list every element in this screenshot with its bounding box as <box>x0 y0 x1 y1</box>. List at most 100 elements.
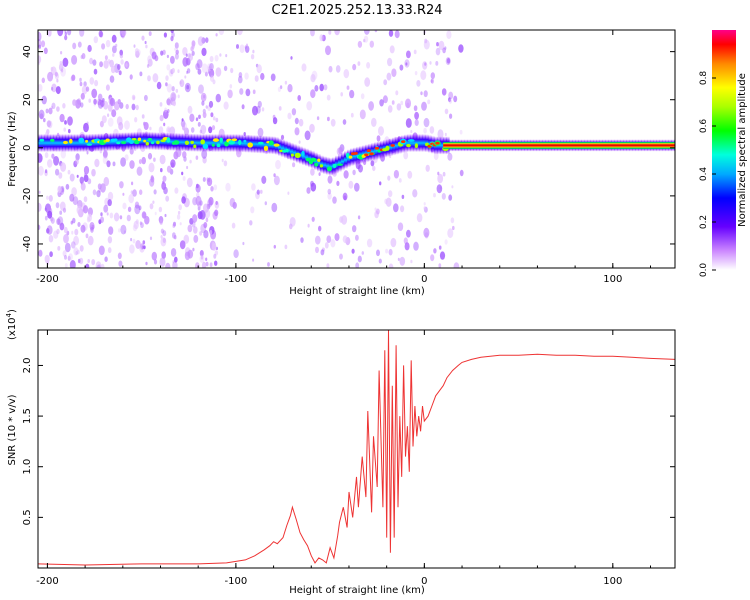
spectrogram-noise-blob <box>87 207 93 216</box>
spectrogram-band-segment <box>338 154 342 172</box>
spectrogram-noise-blob <box>323 84 328 91</box>
spectrogram-band-segment <box>188 133 192 152</box>
spectrogram-band-segment <box>257 135 261 154</box>
spectrogram-noise-blob <box>214 201 220 209</box>
spectrogram-noise-blob <box>191 221 196 228</box>
spectrogram-noise-blob <box>448 91 454 100</box>
spectrogram-noise-blob <box>239 44 245 53</box>
spectrogram-noise-blob <box>120 59 124 65</box>
spectrogram-y-tick-label: 40 <box>22 45 33 58</box>
spectrogram-band-segment <box>92 133 96 152</box>
spectrogram-y-tick-label: -20 <box>22 188 33 204</box>
spectrogram-noise-blob <box>298 118 304 127</box>
spectrogram-noise-blob <box>174 42 179 49</box>
spectrogram-noise-blob <box>80 224 86 233</box>
spectrogram-noise-blob <box>202 111 207 119</box>
spectrogram-noise-blob <box>164 107 168 113</box>
spectrogram-core-blob <box>414 143 419 149</box>
spectrogram-noise-blob <box>208 196 214 206</box>
spectrogram-noise-blob <box>241 104 245 110</box>
spectrogram-noise-blob <box>41 95 47 105</box>
spectrogram-noise-blob <box>112 53 115 57</box>
spectrogram-noise-blob <box>423 206 427 211</box>
spectrogram-noise-blob <box>170 162 175 168</box>
spectrogram-noise-blob <box>442 171 446 177</box>
spectrogram-noise-blob <box>38 224 41 230</box>
spectrogram-noise-blob <box>287 191 290 195</box>
spectrogram-noise-blob <box>46 195 49 200</box>
spectrogram-band-segment <box>284 140 288 159</box>
spectrogram-noise-blob <box>214 260 218 266</box>
spectrogram-noise-blob <box>101 43 106 50</box>
spectrogram-noise-blob <box>38 61 41 66</box>
spectrogram-noise-blob <box>112 45 117 54</box>
spectrogram-noise-blob <box>197 122 201 127</box>
spectrogram-noise-blob <box>424 62 427 66</box>
spectrogram-y-axis-label: Frequency (Hz) <box>7 111 18 187</box>
spectrogram-noise-blob <box>47 71 54 82</box>
spectrogram-noise-blob <box>212 116 216 121</box>
spectrogram-noise-blob <box>451 185 454 189</box>
spectrogram-noise-blob <box>420 91 423 96</box>
spectrogram-noise-blob <box>38 190 41 194</box>
spectrogram-noise-blob <box>393 203 399 213</box>
spectrogram-x-tick-label: 0 <box>421 274 427 285</box>
spectrogram-noise-blob <box>128 194 134 204</box>
spectrogram-core-blob <box>184 140 189 145</box>
spectrogram-noise-blob <box>81 85 88 95</box>
spectrogram-noise-blob <box>215 67 222 77</box>
spectrogram-x-ticks: -200 -100 0 100 <box>36 30 651 285</box>
snr-x-ticks: -200 -100 0 100 <box>36 330 651 587</box>
spectrogram-noise-blob <box>165 82 168 87</box>
spectrogram-noise-blob <box>166 64 171 71</box>
spectrogram-band-segment <box>440 136 444 155</box>
spectrogram-noise-blob <box>423 117 430 128</box>
spectrogram-noise-blob <box>165 195 170 202</box>
spectrogram-noise-blob <box>162 175 167 182</box>
spectrogram-core-blob <box>105 138 110 142</box>
spectrogram-core-blob <box>314 162 319 167</box>
spectrogram-band-segment <box>329 157 333 176</box>
spectrogram-noise-blob <box>131 94 136 101</box>
spectrogram-noise-blob <box>244 72 249 80</box>
spectrogram-noise-blob <box>93 98 97 105</box>
spectrogram-noise-blob <box>56 218 61 226</box>
spectrogram-noise-blob <box>166 83 173 93</box>
spectrogram-noise-blob <box>350 112 354 118</box>
spectrogram-noise-blob <box>130 190 134 195</box>
spectrogram-noise-blob <box>107 117 114 127</box>
spectrogram-noise-blob <box>83 122 89 133</box>
spectrogram-noise-blob <box>430 78 434 84</box>
spectrogram-noise-blob <box>201 47 207 57</box>
spectrogram-band-segment <box>245 134 249 153</box>
snr-y-tick-label: 2.0 <box>22 357 33 373</box>
spectrogram-core-blob <box>212 138 219 142</box>
spectrogram-noise-blob <box>158 206 163 213</box>
spectrogram-noise-blob <box>187 224 193 233</box>
spectrogram-noise-blob <box>389 45 395 54</box>
spectrogram-core-blob <box>113 138 118 142</box>
spectrogram-noise-blob <box>435 61 439 66</box>
spectrogram-noise-blob <box>416 213 423 223</box>
spectrogram-noise-blob <box>388 190 393 198</box>
spectrogram-noise-blob <box>111 77 114 82</box>
spectrogram-noise-blob <box>98 30 103 38</box>
spectrogram-core-blob <box>238 139 242 145</box>
spectrogram-noise-blob <box>148 162 155 173</box>
spectrogram-noise-blob <box>63 127 66 132</box>
spectrogram-band-segment <box>182 133 186 152</box>
spectrogram-noise-blob <box>151 51 157 60</box>
spectrogram-noise-blob <box>40 40 46 48</box>
spectrogram-noise-blob <box>56 78 59 83</box>
spectrogram-noise-blob <box>88 98 91 103</box>
snr-x-tick-label: -200 <box>36 576 59 587</box>
colorbar-tick-label: 0.4 <box>699 167 709 182</box>
spectrogram-noise-blob <box>236 44 239 49</box>
spectrogram-noise-blob <box>330 239 336 248</box>
spectrogram-noise-blob <box>215 93 221 103</box>
spectrogram-noise-blob <box>75 99 81 109</box>
spectrogram-band-segment <box>164 132 168 151</box>
spectrogram-noise-blob <box>189 113 195 123</box>
spectrogram-noise-blob <box>87 178 92 185</box>
spectrogram-noise-blob <box>64 31 68 36</box>
